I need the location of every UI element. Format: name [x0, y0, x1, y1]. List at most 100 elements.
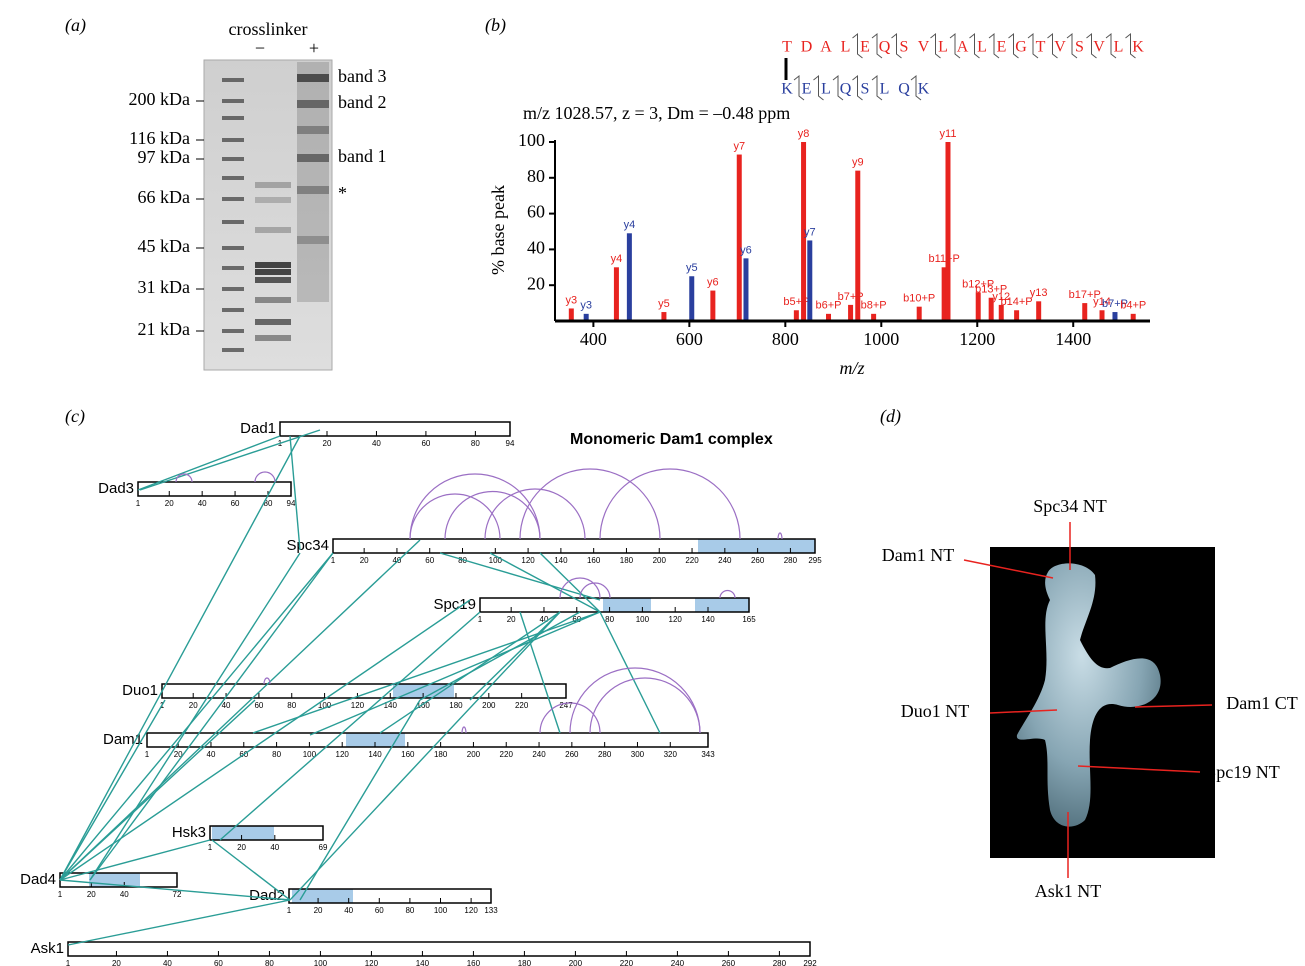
residue-tick-label: 140	[384, 701, 398, 710]
residue-tick-label: 240	[718, 556, 732, 565]
gel-band	[255, 262, 291, 268]
fragment-mark	[969, 32, 980, 59]
protein-bar	[479, 597, 750, 613]
crosslink	[252, 611, 601, 734]
fragment-mark	[1027, 32, 1039, 59]
peak	[689, 276, 695, 321]
marker-label: 66 kDa	[138, 187, 191, 207]
band-label: band 2	[338, 92, 387, 112]
peak-label: b8+P	[861, 300, 887, 312]
domain-region	[346, 733, 405, 747]
protein-bar	[288, 888, 492, 904]
residue-tick-label: 40	[540, 615, 549, 624]
peak	[793, 310, 799, 321]
residue: S	[900, 39, 909, 56]
fragment-mark	[852, 74, 863, 101]
crosslink	[59, 699, 256, 881]
residue-tick-label: 120	[336, 750, 350, 759]
peak-label: y4	[611, 253, 623, 265]
peak	[941, 267, 947, 321]
residue-tick-label: 80	[458, 556, 467, 565]
peak-label: y14	[1093, 296, 1111, 308]
self-link	[519, 468, 661, 540]
residue-tick-label: 72	[173, 890, 182, 899]
residue-tick-label: 94	[506, 439, 515, 448]
peak-label: y11	[940, 128, 957, 140]
gel-band	[297, 154, 329, 162]
peak-label: b10+P	[903, 293, 935, 305]
residue-tick-label: 20	[360, 556, 369, 565]
residue-tick-label: 1	[331, 556, 336, 565]
residue: K	[918, 81, 930, 98]
peak	[1130, 313, 1136, 321]
protein-name: Hsk3	[172, 824, 206, 841]
marker-label: 97 kDa	[138, 147, 191, 167]
y-tick-label: 60	[527, 202, 545, 222]
residue-tick-label: 40	[163, 959, 172, 966]
crosslink	[419, 611, 581, 701]
marker-label: 200 kDa	[129, 89, 191, 109]
self-link	[409, 473, 541, 540]
x-tick-label: 1400	[1055, 329, 1091, 349]
annotation-label: Spc19 NT	[1206, 762, 1280, 782]
residue-tick-label: 200	[653, 556, 667, 565]
protein-name: Dad1	[240, 420, 276, 437]
residue-tick-label: 60	[375, 906, 384, 915]
residue-tick-label: 40	[372, 439, 381, 448]
protein-bar	[137, 481, 292, 497]
residue-tick-label: 100	[489, 556, 503, 565]
protein-bar	[67, 941, 811, 957]
peak-label: b6+P	[816, 300, 842, 312]
x-tick-label: 600	[676, 329, 703, 349]
self-link	[719, 589, 736, 599]
lane-label: −	[255, 38, 265, 58]
residue: L	[841, 39, 851, 56]
residue-tick-label: 140	[554, 556, 568, 565]
residue-tick-label: 260	[751, 556, 765, 565]
crosslink	[59, 552, 334, 881]
crosslink	[59, 435, 301, 881]
peak	[1082, 303, 1088, 321]
residue-tick-label: 40	[270, 843, 279, 852]
gel-band	[222, 78, 244, 82]
peak	[916, 306, 922, 321]
residue-tick-label: 20	[507, 615, 516, 624]
residue: E	[997, 39, 1007, 56]
residue: Q	[898, 81, 910, 98]
self-link	[559, 577, 601, 599]
residue-tick-label: 40	[222, 701, 231, 710]
residue-tick-label: 80	[287, 701, 296, 710]
residue-tick-label: 1	[145, 750, 150, 759]
x-tick-label: 800	[772, 329, 799, 349]
residue-tick-label: 343	[701, 750, 715, 759]
fragment-mark	[832, 74, 844, 101]
self-link	[484, 488, 586, 540]
residue-tick-label: 94	[287, 499, 296, 508]
gel-band	[222, 246, 244, 250]
peak-label: y3	[566, 294, 578, 306]
crosslink	[299, 699, 421, 901]
marker-label: 116 kDa	[129, 128, 190, 148]
domain-region	[698, 539, 815, 553]
annotation-leader	[1134, 704, 1213, 708]
peak	[871, 313, 877, 321]
protein-name: Dad3	[98, 480, 134, 497]
y-tick-label: 80	[527, 166, 545, 186]
crosslink	[137, 435, 281, 491]
crosslink	[211, 839, 291, 901]
gel-band	[222, 329, 244, 333]
residue-tick-label: 165	[742, 615, 756, 624]
x-tick-label: 1000	[863, 329, 899, 349]
crosslink	[469, 611, 561, 701]
peak	[710, 290, 716, 321]
fragment-mark	[1047, 32, 1058, 59]
residue-tick-label: 220	[620, 959, 634, 966]
residue-tick-label: 69	[319, 843, 328, 852]
residue-tick-label: 20	[323, 439, 332, 448]
band-label: band 3	[338, 66, 387, 86]
residue-tick-label: 140	[416, 959, 430, 966]
residue-tick-label: 40	[120, 890, 129, 899]
protein-bar	[332, 538, 816, 554]
